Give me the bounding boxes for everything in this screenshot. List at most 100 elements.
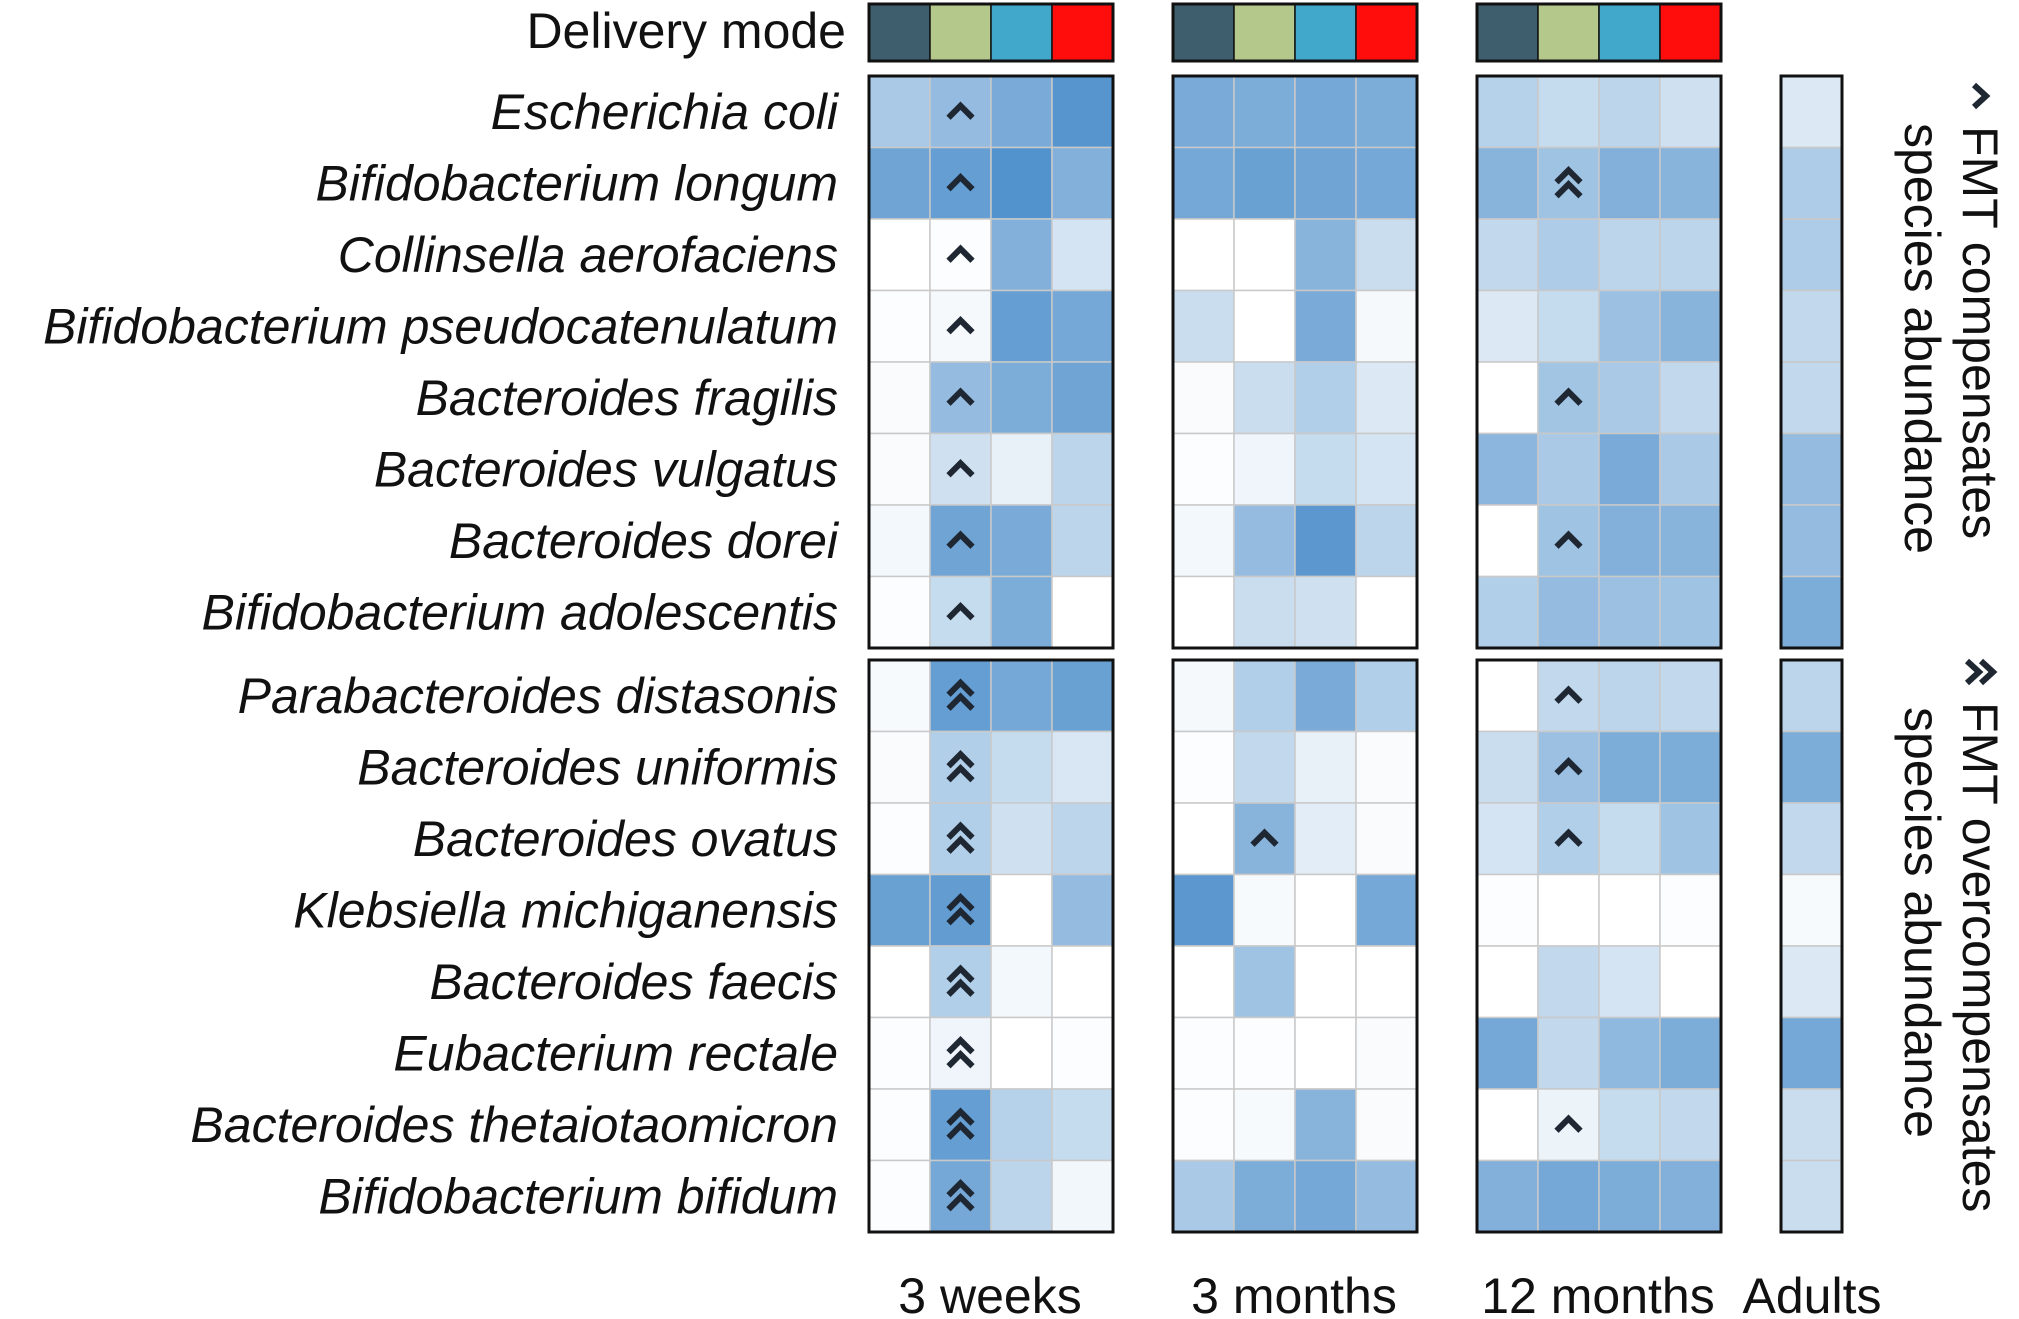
cell-3-weeks-bacteroides-vulgatus-3 <box>1051 432 1114 506</box>
cell-3-months-bacteroides-dorei-3 <box>1355 504 1418 578</box>
species-label-bacteroides-uniformis: Bacteroides uniformis <box>357 739 838 795</box>
cell-3-months-bacteroides-ovatus-1 <box>1233 802 1296 876</box>
compensates-marker-icon <box>1250 828 1279 847</box>
cell-12-months-bacteroides-dorei-3 <box>1659 504 1722 578</box>
panel-border <box>1171 658 1419 1234</box>
cell-3-weeks-bacteroides-uniformis-0 <box>868 730 931 804</box>
cell-12-months-klebsiella-michiganensis-1 <box>1537 873 1600 947</box>
cell-3-months-bacteroides-dorei-0 <box>1172 504 1235 578</box>
cell-3-weeks-bacteroides-uniformis-3 <box>1051 730 1114 804</box>
cell-12-months-klebsiella-michiganensis-3 <box>1659 873 1722 947</box>
cell-12-months-escherichia-coli-3 <box>1659 75 1722 149</box>
cell-3-weeks-bifidobacterium-bifidum-0 <box>868 1159 931 1233</box>
species-label-parabacteroides-distasonis: Parabacteroides distasonis <box>238 668 838 724</box>
cell-12-months-collinsella-aerofaciens-3 <box>1659 218 1722 292</box>
cell-12-months-bacteroides-ovatus-2 <box>1598 802 1661 876</box>
delivery-mode-swatch-3-months-3 <box>1355 3 1418 62</box>
cell-3-months-bacteroides-fragilis-1 <box>1233 361 1296 435</box>
cell-12-months-bacteroides-faecis-1 <box>1537 945 1600 1019</box>
cell-3-weeks-collinsella-aerofaciens-2 <box>990 218 1053 292</box>
cell-12-months-escherichia-coli-0 <box>1476 75 1539 149</box>
cell-3-months-bacteroides-dorei-1 <box>1233 504 1296 578</box>
cell-adults-bifidobacterium-bifidum <box>1780 1159 1843 1233</box>
species-label-bifidobacterium-pseudocatenulatum: Bifidobacterium pseudocatenulatum <box>43 298 838 354</box>
species-label-escherichia-coli: Escherichia coli <box>491 84 840 140</box>
cell-3-months-parabacteroides-distasonis-1 <box>1233 659 1296 733</box>
cell-3-months-escherichia-coli-2 <box>1294 75 1357 149</box>
cell-12-months-escherichia-coli-1 <box>1537 75 1600 149</box>
cell-3-months-bacteroides-faecis-1 <box>1233 945 1296 1019</box>
compensates-marker-icon <box>946 602 975 621</box>
species-label-bacteroides-fragilis: Bacteroides fragilis <box>416 370 838 426</box>
legend-subtext-compensates: species abundance <box>1894 123 1950 554</box>
cell-3-months-bacteroides-vulgatus-1 <box>1233 432 1296 506</box>
cell-3-months-bifidobacterium-pseudocatenulatum-2 <box>1294 289 1357 363</box>
cell-3-months-klebsiella-michiganensis-1 <box>1233 873 1296 947</box>
overcompensates-marker-icon <box>946 964 975 983</box>
cell-adults-bifidobacterium-adolescentis <box>1780 575 1843 649</box>
cell-3-weeks-bacteroides-fragilis-1 <box>929 361 992 435</box>
cell-3-weeks-parabacteroides-distasonis-0 <box>868 659 931 733</box>
compensates-marker-icon <box>946 316 975 335</box>
cell-3-weeks-bifidobacterium-longum-0 <box>868 146 931 220</box>
cell-12-months-bifidobacterium-pseudocatenulatum-1 <box>1537 289 1600 363</box>
cell-3-months-bacteroides-uniformis-2 <box>1294 730 1357 804</box>
cell-12-months-klebsiella-michiganensis-0 <box>1476 873 1539 947</box>
cell-12-months-bifidobacterium-pseudocatenulatum-2 <box>1598 289 1661 363</box>
cell-12-months-collinsella-aerofaciens-0 <box>1476 218 1539 292</box>
cell-3-months-bacteroides-uniformis-0 <box>1172 730 1235 804</box>
cell-12-months-bifidobacterium-pseudocatenulatum-3 <box>1659 289 1722 363</box>
cell-3-weeks-bacteroides-thetaiotaomicron-3 <box>1051 1088 1114 1162</box>
cell-3-months-escherichia-coli-0 <box>1172 75 1235 149</box>
cell-3-months-bacteroides-ovatus-3 <box>1355 802 1418 876</box>
cell-3-weeks-bacteroides-dorei-1 <box>929 504 992 578</box>
adults-panel-border <box>1779 74 1844 650</box>
cell-3-months-bacteroides-uniformis-1 <box>1233 730 1296 804</box>
panel-border <box>1475 658 1723 1234</box>
cell-3-months-bacteroides-faecis-2 <box>1294 945 1357 1019</box>
cell-3-weeks-bacteroides-fragilis-3 <box>1051 361 1114 435</box>
cell-3-months-bifidobacterium-longum-1 <box>1233 146 1296 220</box>
panel-border <box>867 658 1115 1234</box>
cell-12-months-bacteroides-faecis-0 <box>1476 945 1539 1019</box>
cell-3-weeks-bifidobacterium-adolescentis-1 <box>929 575 992 649</box>
cell-3-months-bacteroides-ovatus-0 <box>1172 802 1235 876</box>
cell-3-months-bacteroides-vulgatus-2 <box>1294 432 1357 506</box>
cell-12-months-bifidobacterium-adolescentis-1 <box>1537 575 1600 649</box>
panel-border <box>1171 74 1419 650</box>
cell-adults-eubacterium-rectale <box>1780 1016 1843 1090</box>
delivery-mode-bar-border <box>1475 2 1723 63</box>
cell-3-weeks-escherichia-coli-0 <box>868 75 931 149</box>
cell-12-months-bacteroides-vulgatus-0 <box>1476 432 1539 506</box>
cell-12-months-bacteroides-fragilis-1 <box>1537 361 1600 435</box>
cell-12-months-bacteroides-uniformis-3 <box>1659 730 1722 804</box>
cell-12-months-bacteroides-fragilis-3 <box>1659 361 1722 435</box>
cell-3-months-parabacteroides-distasonis-2 <box>1294 659 1357 733</box>
overcompensates-marker-icon <box>946 1107 975 1126</box>
cell-12-months-eubacterium-rectale-2 <box>1598 1016 1661 1090</box>
legend-text-overcompensates: FMT overcompensates <box>1952 702 2008 1212</box>
cell-12-months-bacteroides-thetaiotaomicron-0 <box>1476 1088 1539 1162</box>
cell-3-weeks-bifidobacterium-adolescentis-2 <box>990 575 1053 649</box>
cell-3-weeks-bifidobacterium-adolescentis-0 <box>868 575 931 649</box>
cell-3-months-bacteroides-fragilis-2 <box>1294 361 1357 435</box>
cell-12-months-bacteroides-dorei-2 <box>1598 504 1661 578</box>
cell-3-weeks-klebsiella-michiganensis-3 <box>1051 873 1114 947</box>
cell-3-months-eubacterium-rectale-0 <box>1172 1016 1235 1090</box>
cell-3-months-bacteroides-vulgatus-0 <box>1172 432 1235 506</box>
cell-adults-collinsella-aerofaciens <box>1780 218 1843 292</box>
delivery-mode-bar-border <box>867 2 1115 63</box>
cell-3-months-bifidobacterium-longum-3 <box>1355 146 1418 220</box>
cell-3-weeks-bifidobacterium-pseudocatenulatum-2 <box>990 289 1053 363</box>
cell-3-weeks-parabacteroides-distasonis-3 <box>1051 659 1114 733</box>
cell-12-months-bacteroides-ovatus-1 <box>1537 802 1600 876</box>
cell-3-weeks-bacteroides-vulgatus-0 <box>868 432 931 506</box>
species-label-bifidobacterium-adolescentis: Bifidobacterium adolescentis <box>202 584 838 640</box>
species-label-collinsella-aerofaciens: Collinsella aerofaciens <box>338 227 838 283</box>
delivery-mode-swatch-3-weeks-3 <box>1051 3 1114 62</box>
cell-3-months-parabacteroides-distasonis-0 <box>1172 659 1235 733</box>
compensates-marker-icon <box>1554 387 1583 406</box>
cell-12-months-bacteroides-uniformis-1 <box>1537 730 1600 804</box>
cell-adults-bacteroides-vulgatus <box>1780 432 1843 506</box>
